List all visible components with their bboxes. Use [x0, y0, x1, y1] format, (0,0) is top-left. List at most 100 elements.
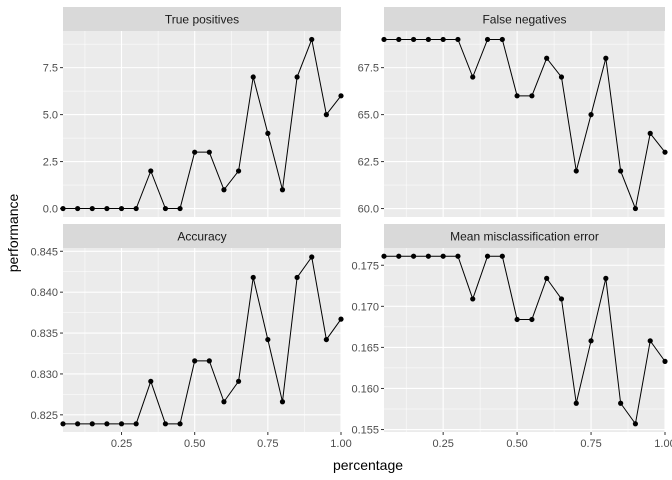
- data-point: [206, 358, 212, 364]
- data-point: [250, 274, 256, 281]
- data-point: [544, 55, 550, 61]
- y-tick-label: 0.825: [30, 410, 58, 422]
- data-point: [632, 421, 639, 427]
- y-tick-label: 67.5: [358, 63, 379, 75]
- data-point: [265, 130, 271, 136]
- data-point: [75, 421, 81, 427]
- data-point: [381, 36, 387, 43]
- data-point: [89, 205, 95, 212]
- data-point: [104, 205, 110, 212]
- data-point: [89, 421, 95, 427]
- data-point: [133, 205, 139, 212]
- y-tick-label: 0.165: [351, 342, 379, 354]
- facet-strip-label: True positives: [165, 13, 239, 27]
- data-point: [588, 112, 594, 118]
- data-point: [206, 149, 212, 155]
- data-point: [133, 421, 139, 427]
- data-point: [177, 421, 183, 427]
- data-point: [294, 274, 300, 281]
- facet-strip: [63, 7, 341, 31]
- y-tick-label: 60.0: [358, 204, 379, 216]
- facet-strip: [384, 7, 665, 31]
- y-tick-label: 2.5: [43, 157, 58, 169]
- y-tick-label: 0.830: [30, 369, 58, 381]
- data-point: [148, 378, 154, 384]
- data-point: [309, 254, 315, 260]
- data-point: [279, 187, 286, 193]
- facet-strip-label: False negatives: [482, 13, 566, 27]
- data-point: [148, 168, 154, 174]
- data-point: [192, 358, 198, 364]
- x-tick-label: 0.25: [432, 438, 453, 450]
- y-tick-label: 0.155: [351, 425, 379, 437]
- data-point: [558, 296, 565, 302]
- data-point: [323, 112, 329, 118]
- data-point: [60, 421, 66, 427]
- y-tick-label: 0.0: [43, 204, 58, 216]
- data-point: [250, 74, 256, 80]
- x-tick-label: 1.00: [330, 438, 351, 450]
- data-point: [265, 336, 271, 343]
- data-point: [221, 399, 227, 405]
- data-point: [294, 74, 300, 80]
- data-point: [499, 36, 505, 43]
- data-point: [60, 205, 66, 212]
- panel-background: [384, 248, 665, 432]
- data-point: [396, 36, 402, 43]
- data-point: [603, 55, 609, 61]
- x-tick-label: 0.75: [257, 438, 278, 450]
- data-point: [118, 205, 125, 212]
- data-point: [425, 36, 431, 43]
- data-point: [279, 399, 286, 405]
- data-point: [75, 205, 81, 212]
- data-point: [440, 253, 446, 259]
- data-point: [162, 421, 169, 427]
- data-point: [425, 253, 431, 259]
- data-point: [484, 253, 491, 259]
- y-tick-label: 0.835: [30, 328, 58, 340]
- data-point: [529, 316, 535, 323]
- data-point: [618, 168, 624, 174]
- y-tick-label: 0.175: [351, 260, 379, 272]
- data-point: [544, 275, 550, 281]
- y-tick-label: 0.840: [30, 287, 58, 299]
- data-point: [558, 74, 565, 80]
- data-point: [662, 149, 668, 155]
- data-point: [484, 36, 491, 43]
- facet-panel: Mean misclassification error 0.155 0.160 0.…: [351, 224, 672, 450]
- data-point: [118, 421, 125, 427]
- data-point: [573, 168, 579, 174]
- data-point: [662, 358, 668, 364]
- data-point: [618, 400, 624, 406]
- facet-panels: True positives 0.0 2.5 5.0 7.5 False negative…: [30, 7, 672, 450]
- data-point: [647, 130, 653, 136]
- data-point: [455, 253, 461, 259]
- x-tick-label: 0.50: [184, 438, 205, 450]
- y-axis-title: performance: [5, 193, 21, 272]
- y-tick-label: 7.5: [43, 63, 58, 75]
- facet-strip: [63, 224, 341, 248]
- data-point: [162, 205, 169, 212]
- data-point: [381, 253, 387, 259]
- facet-panel: True positives 0.0 2.5 5.0 7.5: [43, 7, 344, 217]
- data-point: [338, 93, 344, 99]
- data-point: [440, 36, 446, 43]
- data-point: [470, 74, 476, 80]
- data-point: [235, 168, 242, 174]
- data-point: [455, 36, 461, 43]
- data-point: [309, 36, 315, 43]
- facet-panel: False negatives 60.0 62.5 65.0 67.5: [358, 7, 668, 217]
- facet-strip-label: Accuracy: [177, 230, 226, 244]
- data-point: [396, 253, 402, 259]
- data-point: [514, 316, 520, 323]
- data-point: [647, 338, 653, 344]
- facet-strip-label: Mean misclassification error: [450, 230, 599, 244]
- panel-background: [63, 248, 341, 432]
- data-point: [177, 205, 183, 212]
- data-point: [338, 316, 344, 322]
- x-tick-label: 0.25: [111, 438, 132, 450]
- facet-strip: [384, 224, 665, 248]
- x-tick-label: 1.00: [654, 438, 672, 450]
- x-tick-label: 0.50: [506, 438, 527, 450]
